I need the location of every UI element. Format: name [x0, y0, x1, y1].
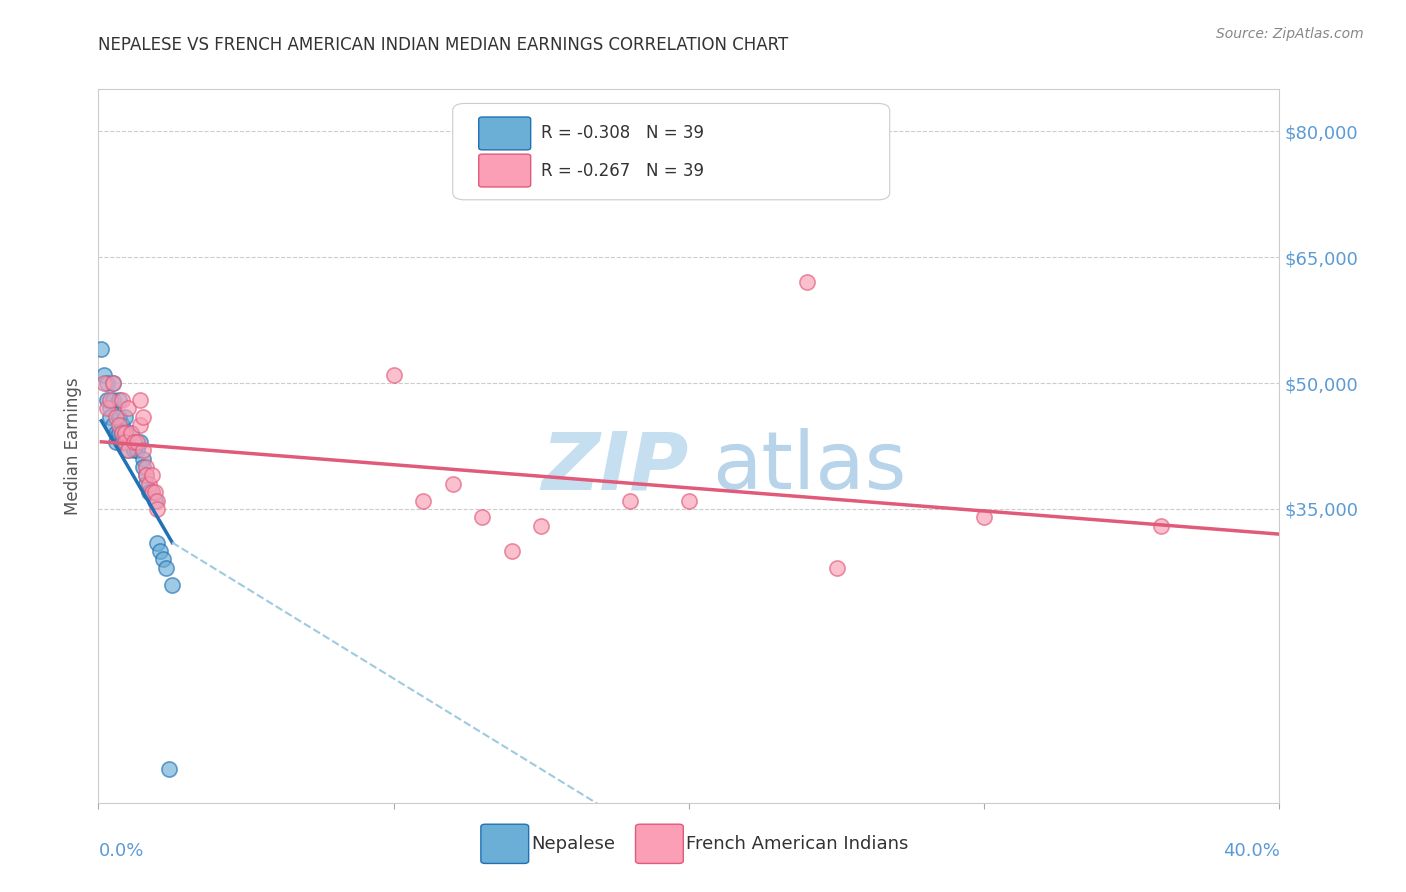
Point	[111, 426, 134, 441]
Point	[117, 401, 139, 416]
Point	[96, 401, 118, 416]
Point	[132, 443, 155, 458]
Point	[138, 476, 160, 491]
Point	[128, 392, 150, 407]
Point	[146, 493, 169, 508]
FancyBboxPatch shape	[478, 117, 530, 150]
Text: R = -0.267   N = 39: R = -0.267 N = 39	[541, 161, 704, 179]
Point	[103, 376, 125, 390]
Text: Source: ZipAtlas.com: Source: ZipAtlas.com	[1216, 27, 1364, 41]
Point	[96, 392, 118, 407]
Point	[128, 417, 150, 432]
Point	[114, 434, 136, 449]
Point	[132, 409, 155, 424]
Point	[155, 560, 177, 574]
Point	[135, 476, 157, 491]
Point	[93, 376, 115, 390]
Point	[122, 434, 145, 449]
Point	[501, 544, 523, 558]
Point	[90, 343, 112, 357]
Point	[152, 552, 174, 566]
Point	[114, 426, 136, 441]
Point	[98, 392, 121, 407]
Point	[132, 460, 155, 475]
Point	[128, 434, 150, 449]
Point	[108, 426, 131, 441]
Point	[162, 577, 183, 591]
Point	[105, 426, 128, 441]
Point	[108, 392, 131, 407]
Point	[471, 510, 494, 524]
Point	[143, 493, 166, 508]
Point	[138, 485, 160, 500]
Point	[111, 426, 134, 441]
Point	[141, 485, 163, 500]
Point	[441, 476, 464, 491]
Point	[103, 417, 125, 432]
Text: Nepalese: Nepalese	[531, 835, 616, 853]
Point	[125, 434, 148, 449]
Point	[98, 409, 121, 424]
Point	[141, 485, 163, 500]
Point	[114, 426, 136, 441]
Text: R = -0.308   N = 39: R = -0.308 N = 39	[541, 125, 704, 143]
Point	[103, 376, 125, 390]
Point	[111, 417, 134, 432]
Point	[132, 451, 155, 466]
Point	[412, 493, 434, 508]
Point	[122, 443, 145, 458]
Point	[825, 560, 848, 574]
Point	[111, 392, 134, 407]
FancyBboxPatch shape	[478, 154, 530, 187]
Point	[117, 443, 139, 458]
Point	[143, 485, 166, 500]
Text: 40.0%: 40.0%	[1223, 842, 1279, 860]
Point	[973, 510, 995, 524]
Point	[117, 434, 139, 449]
Point	[157, 762, 180, 776]
Point	[111, 434, 134, 449]
Point	[1150, 518, 1173, 533]
Text: French American Indians: French American Indians	[686, 835, 908, 853]
Point	[108, 409, 131, 424]
Text: 0.0%: 0.0%	[98, 842, 143, 860]
Text: atlas: atlas	[713, 428, 907, 507]
Y-axis label: Median Earnings: Median Earnings	[65, 377, 83, 515]
Point	[120, 426, 142, 441]
Point	[108, 417, 131, 432]
Text: ZIP: ZIP	[541, 428, 689, 507]
Point	[135, 460, 157, 475]
Point	[619, 493, 641, 508]
Point	[382, 368, 405, 382]
Point	[96, 376, 118, 390]
Point	[796, 275, 818, 289]
Point	[135, 468, 157, 483]
Point	[530, 518, 553, 533]
Point	[678, 493, 700, 508]
Text: NEPALESE VS FRENCH AMERICAN INDIAN MEDIAN EARNINGS CORRELATION CHART: NEPALESE VS FRENCH AMERICAN INDIAN MEDIA…	[98, 36, 789, 54]
Point	[149, 544, 172, 558]
Point	[117, 443, 139, 458]
Point	[122, 434, 145, 449]
Point	[98, 401, 121, 416]
Point	[114, 409, 136, 424]
Point	[105, 434, 128, 449]
Point	[93, 368, 115, 382]
Point	[146, 535, 169, 549]
Point	[146, 502, 169, 516]
FancyBboxPatch shape	[453, 103, 890, 200]
Point	[141, 468, 163, 483]
Point	[125, 443, 148, 458]
Point	[103, 392, 125, 407]
Point	[105, 409, 128, 424]
Point	[135, 468, 157, 483]
Point	[120, 426, 142, 441]
